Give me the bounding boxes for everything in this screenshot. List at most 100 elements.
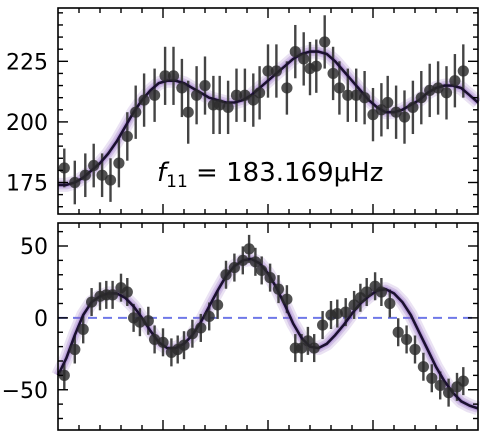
top-data-point	[239, 89, 251, 101]
top-data-point	[79, 169, 91, 181]
top-data-point	[159, 70, 171, 82]
top-data-point	[191, 89, 203, 101]
bottom-data-point	[317, 319, 329, 331]
bottom-panel: −50 0 50	[2, 222, 480, 431]
top-data-point	[58, 162, 70, 174]
bottom-data-point	[69, 343, 81, 356]
top-data-point	[367, 109, 379, 121]
top-data-point	[254, 87, 266, 99]
top-data-point	[449, 75, 461, 87]
top-data-point	[310, 60, 322, 72]
bottom-data-point	[157, 336, 169, 348]
bottom-data-point	[77, 323, 89, 335]
bottom-data-point	[237, 254, 249, 266]
top-y-tick-label: 225	[6, 50, 48, 75]
top-axis-ticks	[58, 8, 478, 214]
bottom-data-point	[272, 283, 285, 295]
bottom-data-point	[401, 333, 413, 346]
top-data-point	[359, 92, 371, 104]
top-data-point	[104, 174, 117, 186]
top-data-point	[440, 87, 453, 99]
bottom-axes-frame	[57, 222, 479, 431]
top-data-point	[298, 53, 310, 65]
bottom-data-point	[142, 315, 154, 327]
top-data-point	[390, 106, 402, 118]
top-data-point	[96, 169, 108, 181]
bottom-data-point	[417, 361, 429, 373]
top-data-points	[58, 36, 469, 189]
bottom-data-point	[384, 297, 396, 310]
bottom-data-point	[121, 286, 133, 298]
bottom-data-point	[107, 289, 119, 301]
bottom-data-point	[186, 328, 198, 340]
top-data-point	[113, 157, 125, 169]
bottom-data-point	[331, 307, 343, 320]
bottom-data-point	[203, 310, 215, 323]
bottom-data-points	[58, 243, 469, 399]
bottom-data-point	[348, 299, 360, 311]
top-data-point	[149, 89, 161, 101]
bottom-data-point	[361, 286, 373, 298]
bottom-data-point	[249, 256, 261, 268]
top-data-point	[69, 176, 81, 189]
top-data-point	[167, 70, 180, 82]
bottom-data-point	[340, 306, 352, 318]
bottom-data-point	[375, 286, 387, 298]
bottom-data-point	[296, 342, 308, 354]
frequency-value: = 183.169μHz	[188, 158, 384, 188]
top-data-point	[262, 65, 274, 77]
top-data-point	[230, 89, 243, 101]
top-y-tick-label: 175	[6, 171, 48, 196]
top-data-point	[382, 96, 394, 109]
top-y-tick-label: 200	[6, 111, 48, 136]
top-data-point	[319, 36, 331, 48]
top-data-point	[289, 46, 301, 58]
bottom-data-point	[195, 322, 207, 334]
top-data-point	[457, 65, 469, 77]
top-data-point	[281, 82, 293, 94]
top-data-point	[247, 94, 259, 106]
top-data-point	[398, 111, 411, 123]
frequency-annotation: f11 = 183.169μHz	[157, 158, 383, 192]
top-axes-frame	[57, 7, 479, 215]
bottom-data-point	[228, 261, 240, 274]
bottom-data-point	[457, 375, 469, 387]
top-data-point	[121, 130, 133, 143]
bottom-data-point	[409, 343, 421, 356]
top-data-point	[176, 82, 188, 94]
bottom-data-point	[256, 264, 268, 277]
top-data-point	[415, 92, 427, 104]
bottom-y-tick-label: −50	[2, 379, 48, 404]
top-data-point	[350, 89, 362, 101]
bottom-data-point	[212, 299, 224, 311]
top-data-point	[333, 82, 345, 94]
bottom-data-point	[426, 372, 438, 384]
top-data-point	[88, 159, 100, 172]
bottom-y-tick-label: 50	[20, 235, 48, 260]
bottom-data-point	[443, 387, 455, 399]
top-data-point	[222, 101, 234, 113]
bottom-data-point	[178, 339, 190, 351]
bottom-y-tick-label: 0	[34, 307, 48, 332]
bottom-data-point	[86, 296, 98, 308]
top-data-point	[130, 106, 142, 118]
bottom-axis-ticks	[58, 223, 478, 430]
frequency-subscript: 11	[166, 172, 188, 192]
top-data-point	[138, 94, 150, 106]
top-data-point	[182, 106, 194, 118]
top-data-point	[270, 65, 282, 77]
bottom-data-point	[58, 369, 70, 381]
bottom-data-point	[302, 335, 314, 347]
top-data-point	[342, 89, 354, 101]
bottom-data-point	[281, 293, 293, 305]
bottom-data-point	[434, 379, 446, 392]
top-data-point	[375, 104, 387, 116]
bottom-data-point	[220, 269, 232, 281]
top-data-point	[214, 99, 226, 111]
top-data-point	[199, 79, 211, 92]
top-panel: f11 = 183.169μHz 175 200 225	[6, 7, 480, 215]
bottom-data-point	[243, 243, 255, 255]
top-data-point	[424, 84, 436, 96]
top-data-point	[327, 67, 339, 80]
